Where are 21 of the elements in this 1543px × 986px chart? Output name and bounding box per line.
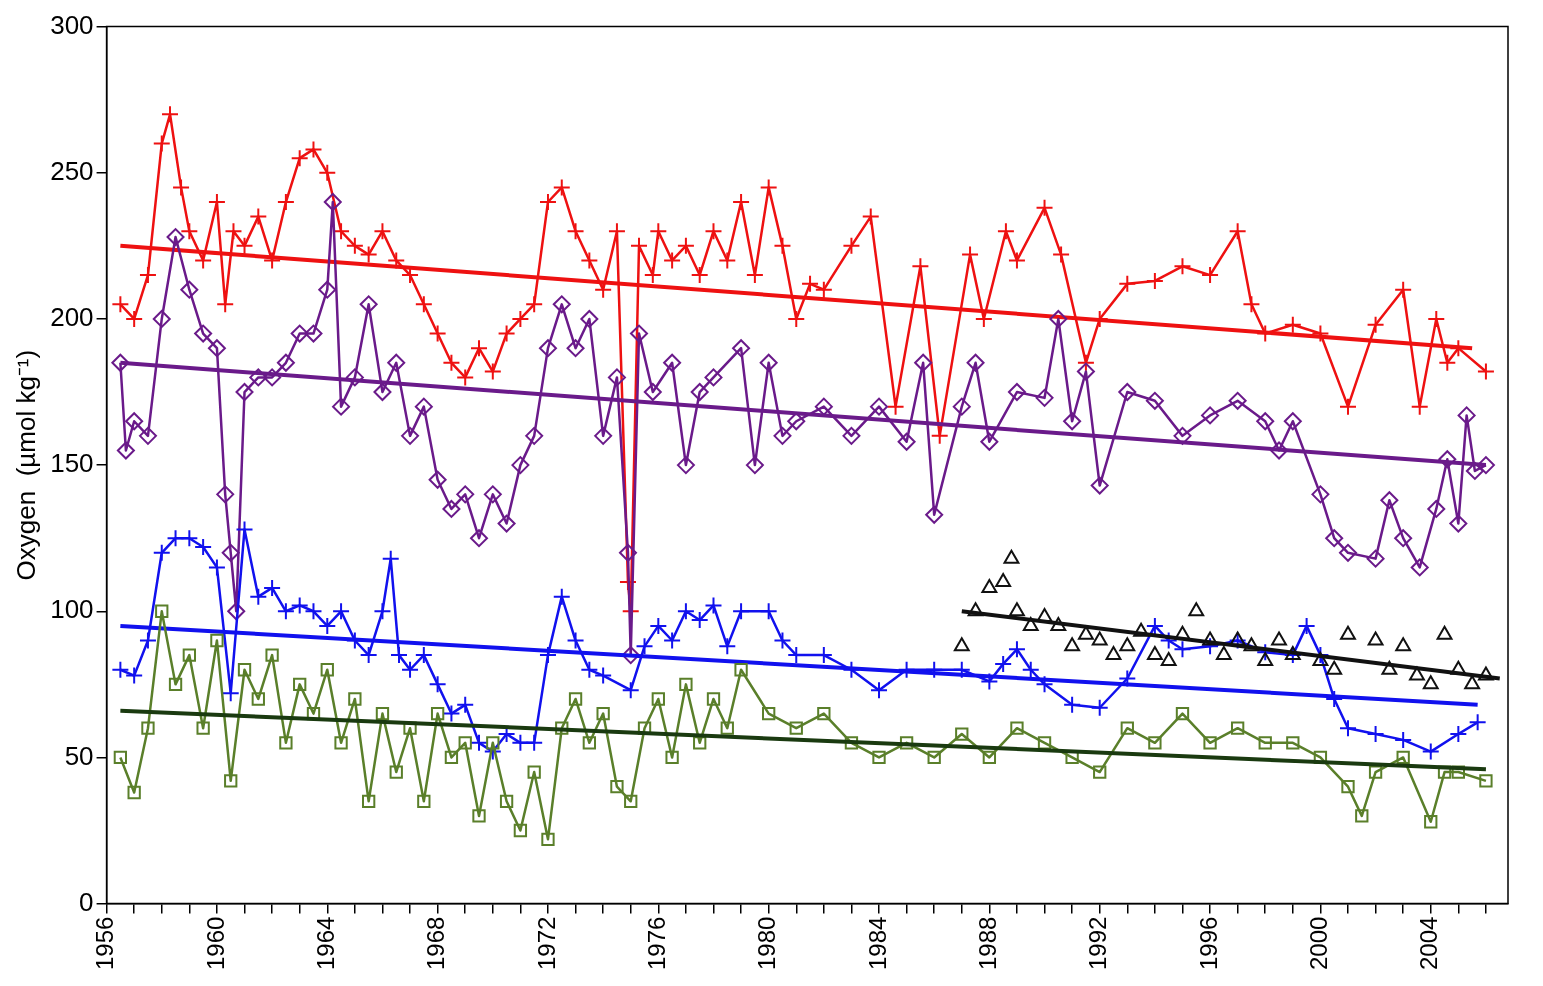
x-tick-label: 1992 [1084, 916, 1112, 970]
y-tick-label: 150 [50, 448, 94, 479]
y-tick-label: 50 [64, 740, 94, 771]
x-tick-label: 1980 [753, 916, 781, 970]
y-tick-label: 0 [79, 886, 94, 917]
y-axis-title: Oxygen (µmol kg⁻¹) [10, 349, 41, 581]
x-tick-label: 2000 [1305, 916, 1333, 970]
x-tick-label: 1996 [1194, 916, 1222, 970]
y-tick-label: 200 [50, 302, 94, 333]
y-tick-label: 300 [50, 9, 94, 40]
x-tick-label: 1972 [532, 916, 560, 970]
x-tick-label: 1956 [91, 916, 119, 970]
x-tick-label: 1984 [863, 916, 891, 970]
y-tick-label: 250 [50, 155, 94, 186]
x-tick-label: 2004 [1415, 916, 1443, 970]
x-tick-label: 1960 [201, 916, 229, 970]
x-tick-label: 1964 [311, 916, 339, 970]
x-tick-label: 1976 [642, 916, 670, 970]
x-tick-label: 1988 [973, 916, 1001, 970]
x-tick-label: 1968 [422, 916, 450, 970]
y-tick-label: 100 [50, 594, 94, 625]
